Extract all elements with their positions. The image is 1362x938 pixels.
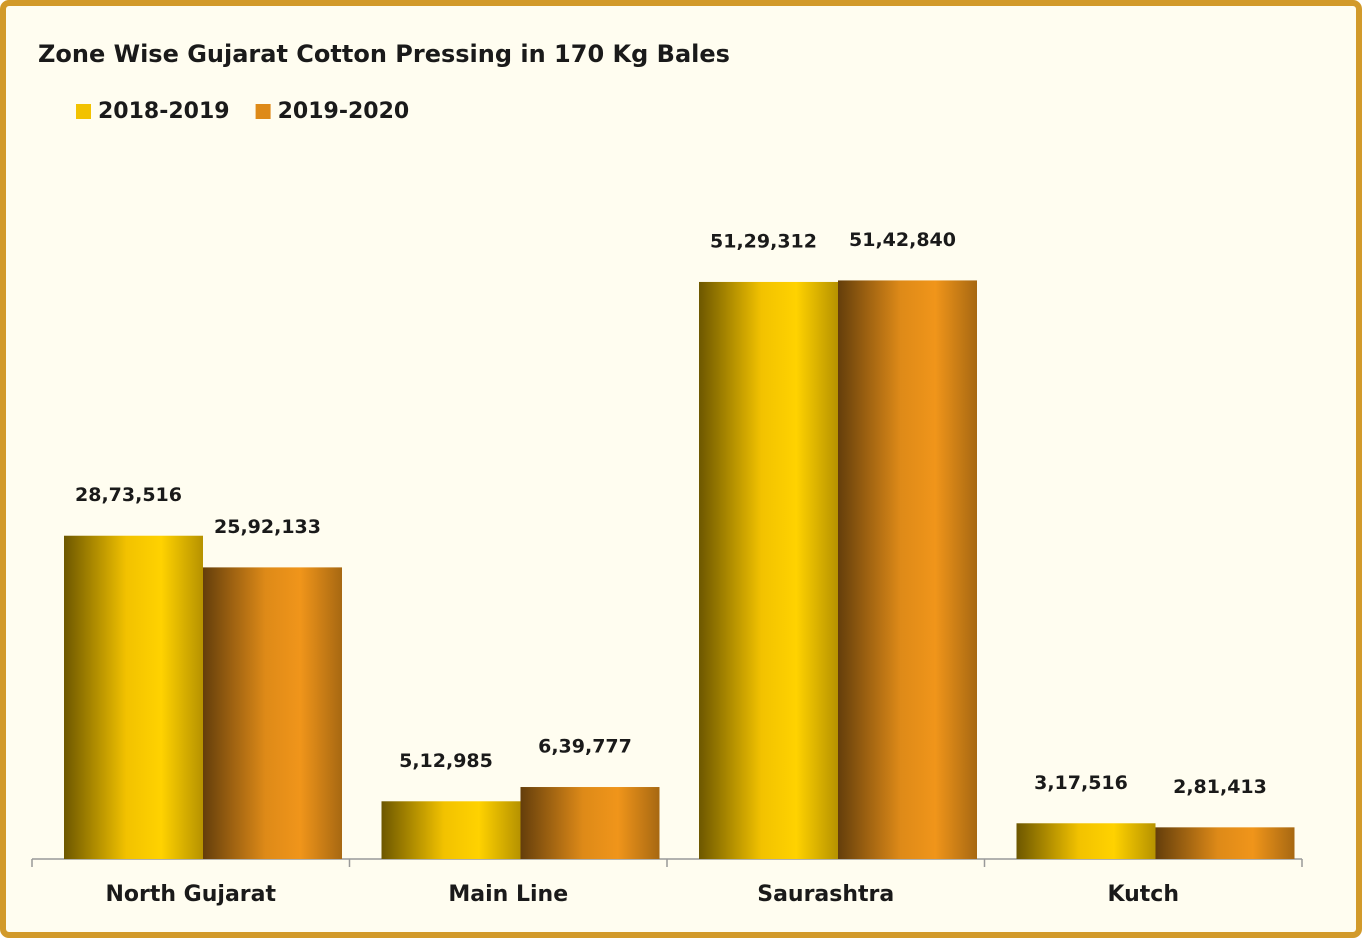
chart-title: Zone Wise Gujarat Cotton Pressing in 170… [38, 40, 730, 68]
data-label: 51,29,312 [710, 230, 817, 252]
data-label: 2,81,413 [1173, 776, 1267, 798]
data-label: 51,42,840 [849, 229, 956, 251]
legend-label: 2019-2020 [278, 99, 410, 124]
data-label: 25,92,133 [214, 516, 321, 538]
bar [203, 567, 342, 859]
bar [699, 281, 838, 859]
bar [64, 535, 203, 859]
bar [520, 787, 660, 859]
x-tick-label: North Gujarat [105, 882, 276, 907]
bar [381, 801, 521, 859]
data-label: 6,39,777 [538, 736, 632, 758]
legend-swatch [255, 104, 271, 119]
data-label: 28,73,516 [75, 484, 182, 506]
bar [838, 280, 977, 859]
bar [1016, 823, 1156, 859]
data-label: 3,17,516 [1034, 772, 1128, 794]
data-label: 5,12,985 [399, 750, 493, 772]
legend-swatch [76, 104, 91, 119]
x-tick-label: Main Line [448, 882, 568, 907]
x-tick-label: Kutch [1107, 882, 1179, 907]
x-tick-label: Saurashtra [757, 882, 894, 907]
bar [1155, 827, 1295, 859]
legend-label: 2018-2019 [98, 99, 230, 124]
